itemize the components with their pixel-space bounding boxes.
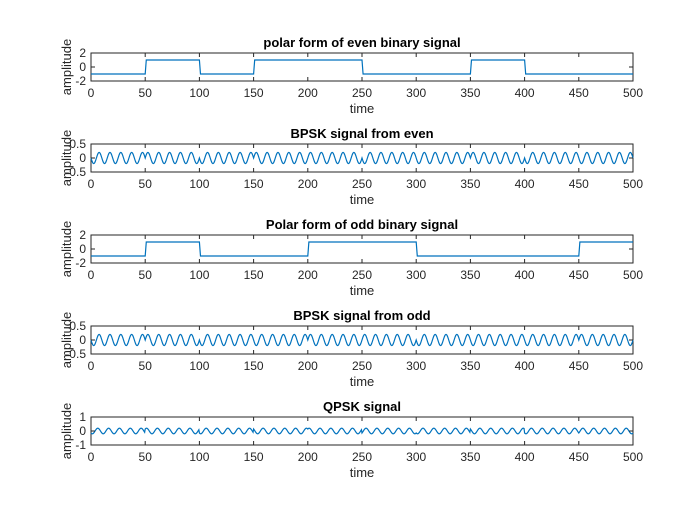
x-tick-label: 50 <box>139 268 153 282</box>
y-tick-label: 0 <box>79 151 86 165</box>
x-tick-label: 450 <box>569 86 589 100</box>
x-tick-label: 400 <box>515 268 535 282</box>
x-tick-label: 0 <box>88 450 95 464</box>
x-tick-label: 150 <box>244 177 264 191</box>
x-tick-label: 350 <box>460 86 480 100</box>
x-tick-label: 200 <box>298 450 318 464</box>
x-tick-label: 0 <box>88 86 95 100</box>
x-axis-label: time <box>350 192 375 207</box>
x-tick-label: 100 <box>189 268 209 282</box>
x-tick-label: 250 <box>352 268 372 282</box>
x-tick-label: 250 <box>352 86 372 100</box>
y-axis-label: amplitude <box>59 39 74 95</box>
x-tick-label: 450 <box>569 359 589 373</box>
subplot-title: Polar form of odd binary signal <box>266 217 458 232</box>
y-tick-label: -1 <box>75 438 86 452</box>
x-tick-label: 450 <box>569 177 589 191</box>
x-tick-label: 300 <box>406 86 426 100</box>
x-tick-label: 50 <box>139 450 153 464</box>
x-tick-label: 500 <box>623 268 643 282</box>
x-tick-label: 250 <box>352 359 372 373</box>
x-tick-label: 0 <box>88 268 95 282</box>
x-axis-label: time <box>350 374 375 389</box>
subplot-1: 0 50 100 150 200 250 300 350 400 450 500-202polar … <box>59 35 643 116</box>
x-tick-label: 200 <box>298 359 318 373</box>
x-tick-label: 400 <box>515 177 535 191</box>
x-tick-label: 150 <box>244 450 264 464</box>
signal-line <box>90 151 634 165</box>
x-tick-label: 350 <box>460 177 480 191</box>
y-tick-label: -0.5 <box>65 165 86 179</box>
y-tick-label: 0 <box>79 60 86 74</box>
y-axis-label: amplitude <box>59 221 74 277</box>
subplot-4: 0 50 100 150 200 250 300 350 400 450 500-0.500.5BP… <box>59 308 643 389</box>
y-tick-label: 0 <box>79 242 86 256</box>
x-tick-label: 150 <box>244 359 264 373</box>
x-tick-label: 100 <box>189 177 209 191</box>
x-tick-label: 400 <box>515 450 535 464</box>
y-tick-label: -0.5 <box>65 347 86 361</box>
x-tick-label: 500 <box>623 359 643 373</box>
x-axis-label: time <box>350 283 375 298</box>
x-tick-label: 300 <box>406 177 426 191</box>
y-tick-label: 1 <box>79 410 86 424</box>
x-tick-label: 300 <box>406 359 426 373</box>
x-tick-label: 300 <box>406 268 426 282</box>
y-tick-label: -2 <box>75 256 86 270</box>
x-tick-label: 500 <box>623 86 643 100</box>
subplot-title: BPSK signal from even <box>290 126 433 141</box>
x-tick-label: 50 <box>139 86 153 100</box>
x-tick-label: 500 <box>623 177 643 191</box>
x-tick-label: 100 <box>189 86 209 100</box>
x-tick-label: 500 <box>623 450 643 464</box>
x-tick-label: 0 <box>88 359 95 373</box>
x-tick-label: 400 <box>515 359 535 373</box>
signal-line <box>90 333 634 347</box>
x-tick-label: 250 <box>352 177 372 191</box>
x-tick-label: 350 <box>460 268 480 282</box>
x-tick-label: 450 <box>569 268 589 282</box>
x-axis-label: time <box>350 101 375 116</box>
subplot-title: BPSK signal from odd <box>293 308 430 323</box>
subplot-3: 0 50 100 150 200 250 300 350 400 450 500-202Polar … <box>59 217 643 298</box>
subplot-2: 0 50 100 150 200 250 300 350 400 450 500-0.500.5BP… <box>59 126 643 207</box>
y-tick-label: -2 <box>75 74 86 88</box>
x-tick-label: 150 <box>244 268 264 282</box>
y-tick-label: 0.5 <box>69 137 86 151</box>
axes-frame <box>90 234 634 264</box>
x-tick-label: 300 <box>406 450 426 464</box>
x-tick-label: 50 <box>139 359 153 373</box>
y-tick-label: 0 <box>79 424 86 438</box>
subplot-title: QPSK signal <box>323 399 401 414</box>
x-tick-label: 200 <box>298 86 318 100</box>
y-tick-label: 2 <box>79 46 86 60</box>
y-axis-label: amplitude <box>59 403 74 459</box>
y-tick-label: 0.5 <box>69 319 86 333</box>
y-tick-label: 0 <box>79 333 86 347</box>
x-tick-label: 200 <box>298 268 318 282</box>
x-tick-label: 100 <box>189 359 209 373</box>
x-tick-label: 450 <box>569 450 589 464</box>
x-axis-label: time <box>350 465 375 480</box>
y-tick-label: 2 <box>79 228 86 242</box>
x-tick-label: 100 <box>189 450 209 464</box>
x-tick-label: 200 <box>298 177 318 191</box>
subplot-title: polar form of even binary signal <box>263 35 460 50</box>
signal-line <box>90 427 634 435</box>
x-tick-label: 150 <box>244 86 264 100</box>
signal-line <box>91 59 633 75</box>
y-axis-label: amplitude <box>59 130 74 186</box>
x-tick-label: 0 <box>88 177 95 191</box>
signal-line <box>91 241 633 257</box>
y-axis-label: amplitude <box>59 312 74 368</box>
x-tick-label: 400 <box>515 86 535 100</box>
x-tick-label: 350 <box>460 359 480 373</box>
x-tick-label: 50 <box>139 177 153 191</box>
x-tick-label: 250 <box>352 450 372 464</box>
x-tick-label: 350 <box>460 450 480 464</box>
